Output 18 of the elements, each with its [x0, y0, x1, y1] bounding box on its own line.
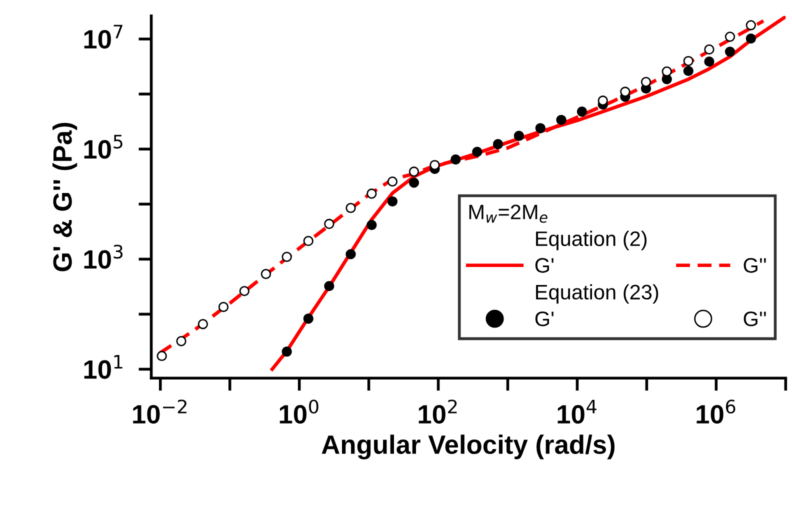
legend-label: G'' — [744, 311, 766, 326]
x-tick-label: 10$^{6}$ — [696, 400, 736, 424]
x-tick-label: 10$^{2}$ — [418, 400, 457, 424]
x-tick-label: 10$^{−2}$ — [133, 400, 186, 424]
legend-label: G' — [535, 258, 554, 273]
x-axis-title: Angular Velocity (rad/s) — [322, 434, 615, 460]
legend-label: G' — [535, 311, 554, 326]
y-tick-label: 10$^{1}$ — [84, 355, 122, 379]
legend-title: M$_{w}$=2M$_{e}$ — [469, 204, 548, 223]
y-tick-label: 10$^{7}$ — [84, 24, 122, 49]
annotation: Equation (2) — [536, 230, 647, 250]
legend-label: G'' — [744, 258, 766, 273]
x-tick-label: 10$^{4}$ — [558, 400, 596, 424]
annotation: Equation (23) — [536, 284, 658, 304]
y-tick-label: 10$^{5}$ — [84, 134, 122, 159]
y-tick-label: 10$^{3}$ — [84, 244, 123, 269]
y-axis-title: G' & G'' (Pa) — [52, 122, 78, 272]
x-tick-label: 10$^{0}$ — [280, 400, 318, 424]
